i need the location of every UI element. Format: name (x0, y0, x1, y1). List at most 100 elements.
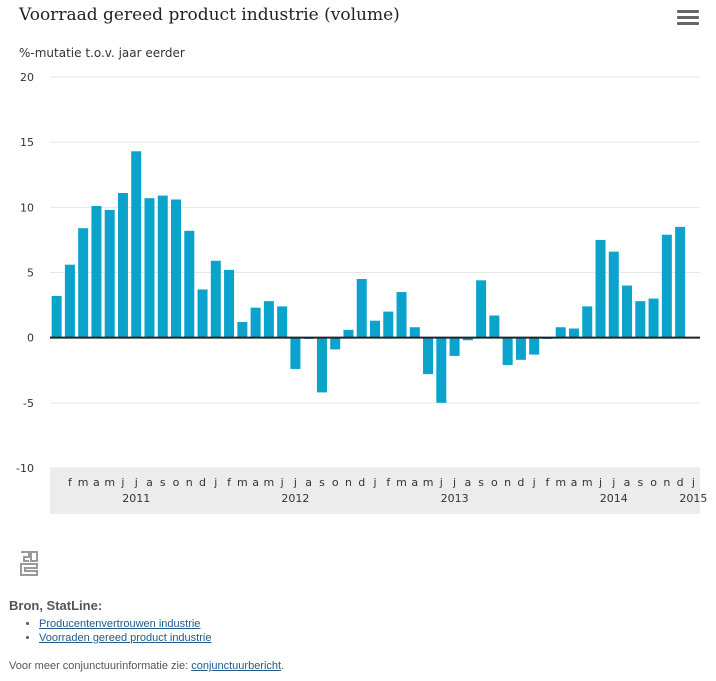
bar (396, 292, 407, 338)
link-voorraden[interactable]: Voorraden gereed product industrie (39, 632, 212, 644)
bar (171, 199, 182, 338)
x-month-label: m (104, 476, 115, 489)
y-axis-label: %-mutatie t.o.v. jaar eerder (19, 46, 185, 60)
x-month-label: j (213, 476, 217, 489)
y-tick-label: 5 (27, 267, 34, 280)
x-month-label: a (464, 476, 471, 489)
x-month-label: d (517, 476, 524, 489)
conjunctuurbericht-link[interactable]: conjunctuurbericht (191, 660, 282, 672)
bar (608, 251, 619, 338)
x-month-label: a (252, 476, 259, 489)
x-month-label: s (637, 476, 643, 489)
x-month-label: j (452, 476, 456, 489)
bar (343, 329, 354, 338)
x-axis-band (50, 468, 700, 514)
bar (622, 285, 633, 338)
bar (409, 327, 420, 338)
x-month-label: n (186, 476, 193, 489)
x-month-label: o (173, 476, 180, 489)
x-month-label: s (319, 476, 325, 489)
bar (263, 301, 274, 338)
bar (568, 328, 579, 338)
bar (277, 306, 288, 338)
bar (237, 322, 248, 338)
x-month-label: n (663, 476, 670, 489)
x-month-label: f (68, 476, 73, 489)
x-month-label: m (582, 476, 593, 489)
x-month-label: a (571, 476, 578, 489)
link-producentenvertrouwen[interactable]: Producentenvertrouwen industrie (39, 618, 201, 630)
bar (91, 206, 102, 338)
x-month-label: m (555, 476, 566, 489)
x-month-label: j (598, 476, 602, 489)
x-month-label: a (624, 476, 631, 489)
x-month-label: j (293, 476, 297, 489)
bar (290, 337, 301, 369)
hamburger-menu-icon[interactable] (677, 10, 699, 28)
bar (529, 337, 540, 355)
x-month-label: j (532, 476, 536, 489)
x-month-label: o (650, 476, 657, 489)
x-month-label: m (78, 476, 89, 489)
bar (250, 307, 261, 338)
bar (462, 337, 473, 341)
bar (555, 327, 566, 338)
y-tick-label: -10 (16, 462, 34, 475)
bar (210, 260, 221, 338)
bar (197, 289, 208, 338)
x-month-label: d (358, 476, 365, 489)
x-year-label: 2015 (679, 492, 707, 505)
bar (51, 295, 62, 338)
x-year-label: 2013 (441, 492, 469, 505)
y-tick-label: 10 (20, 201, 34, 214)
bar (330, 337, 341, 350)
x-month-label: n (345, 476, 352, 489)
x-month-label: d (677, 476, 684, 489)
source-title: Bron, StatLine: (9, 598, 103, 613)
bar (489, 315, 500, 338)
bar (383, 311, 394, 338)
bar (157, 195, 168, 338)
chart-title: Voorraad gereed product industrie (volum… (19, 5, 400, 25)
footer-suffix: . (281, 660, 285, 672)
x-month-label: f (227, 476, 232, 489)
x-year-label: 2011 (122, 492, 150, 505)
x-year-label: 2012 (281, 492, 309, 505)
bar (224, 269, 235, 338)
bar (370, 320, 380, 338)
bar (316, 337, 327, 393)
bar (476, 280, 487, 338)
x-month-label: f (386, 476, 391, 489)
x-month-label: o (332, 476, 339, 489)
x-month-label: o (491, 476, 498, 489)
bar (104, 209, 115, 338)
x-month-label: j (372, 476, 376, 489)
x-month-label: j (611, 476, 615, 489)
x-month-label: a (146, 476, 153, 489)
list-item: Voorraden gereed product industrie (39, 632, 211, 644)
bar (117, 192, 128, 338)
x-month-label: m (237, 476, 248, 489)
x-month-label: m (264, 476, 275, 489)
bar (131, 151, 142, 338)
bar (595, 239, 606, 338)
bar (78, 228, 89, 338)
y-tick-label: -5 (23, 397, 34, 410)
x-month-label: j (691, 476, 695, 489)
bar (661, 234, 672, 338)
x-month-label: m (396, 476, 407, 489)
bar (635, 301, 646, 338)
x-month-label: s (160, 476, 166, 489)
x-month-label: j (280, 476, 284, 489)
x-month-label: d (199, 476, 206, 489)
source-links: Producentenvertrouwen industrie Voorrade… (9, 618, 211, 646)
x-month-label: f (546, 476, 551, 489)
x-month-label: m (423, 476, 434, 489)
x-month-label: j (439, 476, 443, 489)
x-month-label: j (134, 476, 138, 489)
list-item: Producentenvertrouwen industrie (39, 618, 211, 630)
bar (423, 337, 434, 375)
bar (64, 264, 75, 338)
bar (449, 337, 460, 356)
